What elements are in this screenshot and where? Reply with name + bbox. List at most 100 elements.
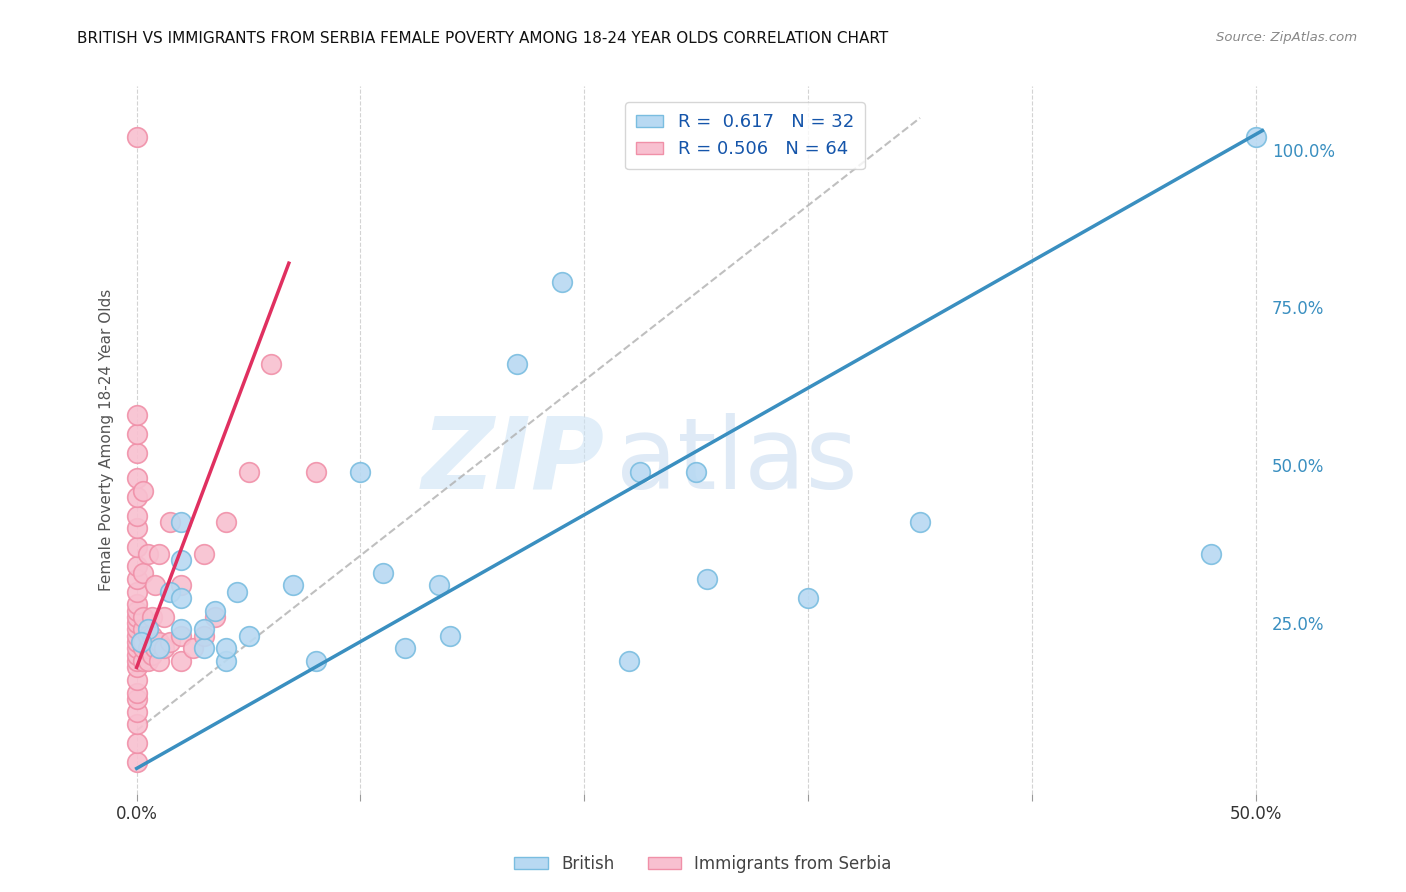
Point — [148, 654, 170, 668]
Point — [181, 641, 204, 656]
Point — [148, 547, 170, 561]
Point — [125, 717, 148, 731]
Point — [238, 629, 260, 643]
Point — [132, 566, 155, 580]
Text: BRITISH VS IMMIGRANTS FROM SERBIA FEMALE POVERTY AMONG 18-24 YEAR OLDS CORRELATI: BRITISH VS IMMIGRANTS FROM SERBIA FEMALE… — [77, 31, 889, 46]
Text: Source: ZipAtlas.com: Source: ZipAtlas.com — [1216, 31, 1357, 45]
Point — [129, 635, 152, 649]
Point — [125, 603, 148, 617]
Point — [551, 275, 574, 289]
Point — [238, 465, 260, 479]
Point — [125, 705, 148, 719]
Point — [628, 465, 651, 479]
Point — [125, 673, 148, 687]
Point — [394, 641, 416, 656]
Point — [125, 471, 148, 485]
Point — [132, 610, 155, 624]
Point — [125, 610, 148, 624]
Point — [125, 692, 148, 706]
Point — [125, 541, 148, 555]
Point — [1244, 129, 1267, 144]
Point — [617, 654, 640, 668]
Point — [125, 572, 148, 586]
Point — [215, 515, 238, 529]
Point — [152, 641, 174, 656]
Point — [136, 654, 159, 668]
Point — [193, 641, 215, 656]
Point — [696, 572, 718, 586]
Point — [141, 610, 163, 624]
Point — [132, 635, 155, 649]
Point — [136, 641, 159, 656]
Point — [143, 641, 166, 656]
Point — [125, 641, 148, 656]
Point — [170, 629, 193, 643]
Point — [797, 591, 820, 605]
Point — [125, 629, 148, 643]
Point — [215, 654, 238, 668]
Point — [125, 685, 148, 699]
Point — [125, 490, 148, 504]
Point — [143, 578, 166, 592]
Point — [125, 736, 148, 750]
Point — [132, 654, 155, 668]
Point — [170, 591, 193, 605]
Point — [136, 623, 159, 637]
Point — [305, 465, 328, 479]
Point — [132, 641, 155, 656]
Point — [193, 547, 215, 561]
Point — [506, 357, 529, 371]
Point — [125, 408, 148, 422]
Point — [152, 610, 174, 624]
Point — [132, 483, 155, 498]
Point — [125, 521, 148, 535]
Point — [125, 584, 148, 599]
Text: atlas: atlas — [616, 413, 858, 509]
Point — [193, 623, 215, 637]
Point — [125, 426, 148, 441]
Point — [305, 654, 328, 668]
Point — [908, 515, 931, 529]
Point — [159, 515, 181, 529]
Point — [204, 610, 226, 624]
Point — [371, 566, 394, 580]
Point — [125, 445, 148, 459]
Point — [170, 654, 193, 668]
Point — [136, 547, 159, 561]
Point — [148, 641, 170, 656]
Point — [125, 508, 148, 523]
Point — [226, 584, 249, 599]
Point — [125, 635, 148, 649]
Legend: R =  0.617   N = 32, R = 0.506   N = 64: R = 0.617 N = 32, R = 0.506 N = 64 — [626, 103, 865, 169]
Point — [170, 553, 193, 567]
Point — [349, 465, 371, 479]
Point — [159, 584, 181, 599]
Point — [141, 648, 163, 662]
Text: ZIP: ZIP — [422, 413, 605, 509]
Point — [125, 755, 148, 769]
Point — [170, 515, 193, 529]
Point — [125, 129, 148, 144]
Point — [132, 623, 155, 637]
Y-axis label: Female Poverty Among 18-24 Year Olds: Female Poverty Among 18-24 Year Olds — [100, 289, 114, 591]
Point — [685, 465, 707, 479]
Point — [1199, 547, 1222, 561]
Point — [125, 660, 148, 674]
Legend: British, Immigrants from Serbia: British, Immigrants from Serbia — [508, 848, 898, 880]
Point — [125, 654, 148, 668]
Point — [125, 616, 148, 631]
Point — [125, 597, 148, 611]
Point — [204, 603, 226, 617]
Point — [125, 559, 148, 574]
Point — [215, 641, 238, 656]
Point — [439, 629, 461, 643]
Point — [141, 629, 163, 643]
Point — [170, 623, 193, 637]
Point — [136, 629, 159, 643]
Point — [260, 357, 283, 371]
Point — [159, 635, 181, 649]
Point — [170, 578, 193, 592]
Point — [125, 623, 148, 637]
Point — [427, 578, 450, 592]
Point — [125, 648, 148, 662]
